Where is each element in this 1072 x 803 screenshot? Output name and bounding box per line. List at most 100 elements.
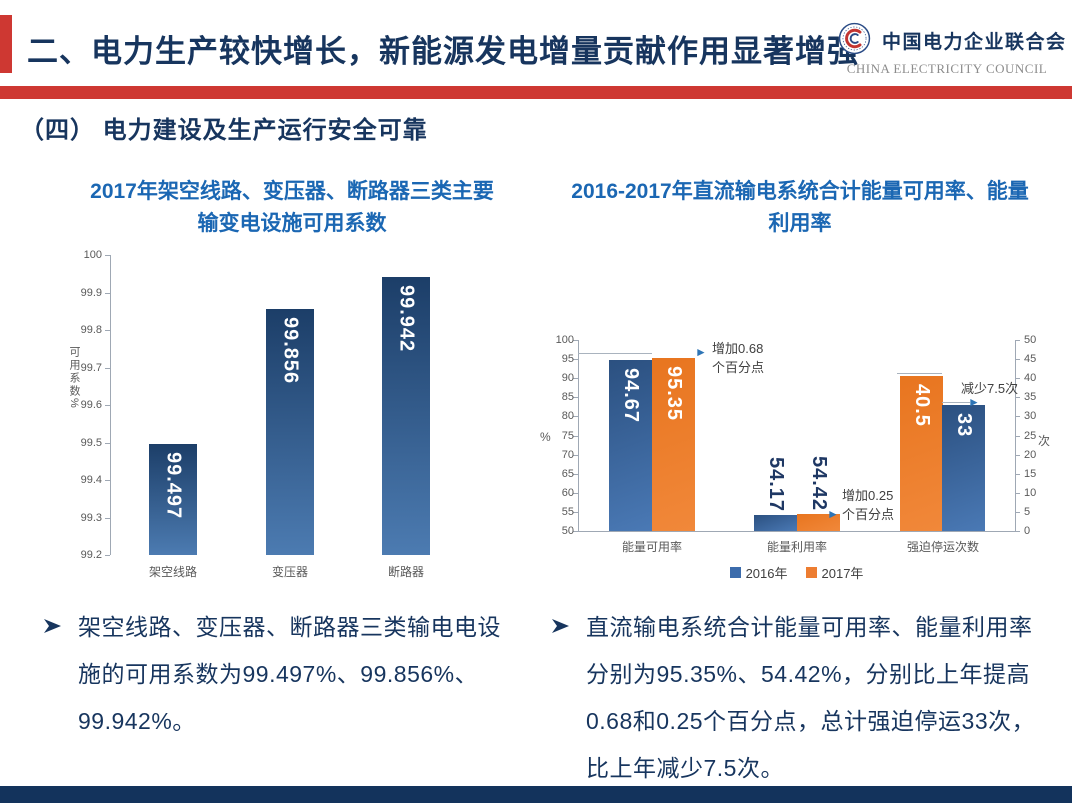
- category-label: 能量利用率: [766, 540, 828, 554]
- bar-架空线路: 99.497: [149, 443, 197, 555]
- y-axis-tick: [105, 405, 110, 406]
- right-tick-label: 50: [1024, 334, 1037, 346]
- y-axis-tick: [105, 480, 110, 481]
- logo-name-en: CHINA ELECTRICITY COUNCIL: [846, 61, 1048, 76]
- hvdc-chart-plot: ► 增加0.68 个百分点 ► 增加0.25 个百分点 ► 减少7.5次 201…: [540, 330, 1060, 606]
- bar-value-label: 99.942: [395, 284, 418, 352]
- hvdc-chart-title: 2016-2017年直流输电系统合计能量可用率、能量 利用率: [540, 176, 1060, 240]
- left-tick-label: 60: [561, 486, 574, 499]
- bar-value-label: 99.497: [162, 451, 185, 519]
- bar-value-label: 54.42: [808, 456, 830, 512]
- footer-bar: [0, 786, 1072, 803]
- bar-能量利用率-2017年: 54.42: [797, 456, 840, 531]
- y-tick-label: 99.4: [80, 474, 102, 486]
- left-tick-label: 70: [561, 448, 574, 461]
- page-title: 二、电力生产较快增长，新能源发电增量贡献作用显著增强: [27, 34, 859, 69]
- hvdc-chart-legend: 2016年 2017年: [578, 563, 1015, 582]
- left-axis-tick: [573, 531, 578, 532]
- y-axis-tick: [105, 330, 110, 331]
- legend-item-2016年: 2016年: [729, 563, 788, 582]
- y-tick-label: 99.3: [80, 511, 102, 524]
- hvdc-chart-title-line1: 2016-2017年直流输电系统合计能量可用率、能量: [571, 180, 1029, 203]
- left-axis-unit: %: [540, 430, 551, 444]
- legend-item-2017年: 2017年: [805, 563, 864, 582]
- annotation3-line1: 减少7.5次: [961, 381, 1019, 396]
- bullet-arrow-icon: [44, 619, 61, 633]
- right-tick-label: 45: [1024, 353, 1037, 366]
- right-tick-label: 0: [1024, 525, 1031, 537]
- bullet-left-text: 架空线路、变压器、断路器三类输电电设施的可用系数为99.497%、99.856%…: [78, 614, 501, 734]
- availability-chart: 2017年架空线路、变压器、断路器三类主要 输变电设施可用系数 100 99.9 9…: [58, 176, 526, 604]
- left-tick-label: 55: [561, 505, 574, 518]
- y-tick-label: 99.6: [80, 399, 102, 411]
- y-axis-tick: [105, 255, 110, 256]
- annotation1-text: 增加0.68 个百分点: [712, 339, 764, 377]
- bar-value-label: 40.5: [911, 384, 933, 428]
- left-tick-label: 75: [561, 429, 574, 442]
- header-accent-bar: [0, 15, 12, 73]
- bar-value-label: 99.856: [279, 317, 302, 385]
- annotation1-arrow-icon: ►: [695, 345, 707, 359]
- annotation2-text: 增加0.25 个百分点: [842, 486, 894, 524]
- bullet-right-text: 直流输电系统合计能量可用率、能量利用率分别为95.35%、54.42%，分别比上…: [586, 614, 1036, 781]
- annotation1-line1: 增加0.68: [712, 341, 764, 356]
- legend-swatch: [805, 567, 817, 578]
- category-label: 强迫停运次数: [906, 540, 980, 554]
- hvdc-chart-title-line2: 利用率: [768, 212, 832, 235]
- right-axis-tick: [1015, 397, 1020, 399]
- y-axis-tick: [105, 555, 110, 556]
- legend-label: 2017年: [821, 566, 864, 581]
- right-axis-tick: [1015, 473, 1020, 475]
- annotation2-arrow-icon: ►: [827, 507, 839, 521]
- left-axis-tick: [573, 454, 578, 456]
- right-axis-tick: [1015, 454, 1020, 456]
- y-axis-tick: [105, 442, 110, 444]
- left-tick-label: 90: [561, 372, 574, 385]
- annotation3-arrow-icon: ►: [968, 395, 980, 409]
- availability-chart-title: 2017年架空线路、变压器、断路器三类主要 输变电设施可用系数: [58, 176, 526, 240]
- annotation3-text: 减少7.5次: [961, 379, 1018, 398]
- right-axis-tick: [1015, 378, 1020, 380]
- bar-强迫停运次数-2017年: 40.5: [900, 376, 943, 531]
- y-axis-tick: [105, 292, 110, 294]
- right-axis-tick: [1015, 416, 1020, 418]
- y-axis-tick: [105, 367, 110, 369]
- availability-chart-title-line1: 2017年架空线路、变压器、断路器三类主要: [90, 180, 494, 203]
- legend-swatch: [729, 567, 741, 578]
- right-tick-label: 5: [1024, 505, 1031, 518]
- bar-value-label: 94.67: [620, 368, 642, 424]
- right-axis-tick: [1015, 340, 1020, 341]
- category-label: 架空线路: [148, 565, 198, 579]
- header-divider-bar: [0, 86, 1072, 99]
- bar-能量利用率-2016年: 54.17: [754, 457, 797, 531]
- category-label: 断路器: [387, 565, 425, 579]
- annotation2-line1: 增加0.25: [842, 488, 894, 503]
- annotation2-line2: 个百分点: [842, 507, 895, 522]
- cec-logo-icon: [838, 22, 871, 55]
- left-tick-label: 80: [561, 410, 574, 423]
- y-tick-label: 99.9: [80, 286, 102, 299]
- right-tick-label: 40: [1024, 372, 1037, 385]
- left-axis-tick: [573, 397, 578, 399]
- hvdc-chart: 2016-2017年直流输电系统合计能量可用率、能量 利用率 ► 增加0.68 …: [540, 176, 1060, 612]
- right-tick-label: 30: [1024, 410, 1037, 423]
- right-tick-label: 25: [1024, 429, 1037, 442]
- bar-能量可用率-2017年: 95.35: [652, 357, 695, 531]
- right-tick-label: 10: [1024, 486, 1037, 499]
- right-tick-label: 15: [1024, 467, 1037, 480]
- y-axis-title: 可用系数%: [68, 346, 80, 410]
- left-axis-tick: [573, 435, 578, 437]
- right-axis-tick: [1015, 511, 1020, 513]
- left-axis-tick: [573, 511, 578, 513]
- bar-断路器: 99.942: [382, 276, 430, 555]
- y-axis-tick: [105, 517, 110, 519]
- y-axis-line: [110, 255, 111, 555]
- left-tick-label: 85: [561, 391, 574, 404]
- bar-value-label: 54.17: [765, 457, 787, 513]
- left-axis-tick: [573, 378, 578, 380]
- left-tick-label: 100: [555, 334, 574, 346]
- annotation3-leader-line: [942, 402, 970, 403]
- y-tick-label: 99.7: [80, 361, 102, 374]
- annotation1-leader-line: [578, 353, 652, 354]
